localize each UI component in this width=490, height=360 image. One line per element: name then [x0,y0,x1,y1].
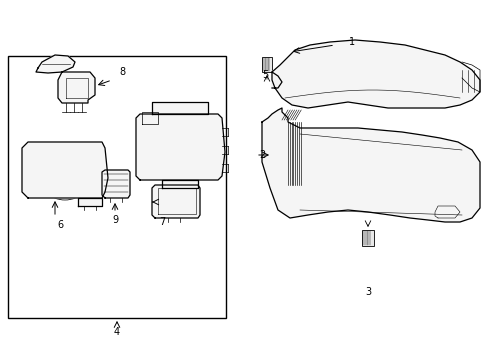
Text: 1: 1 [349,37,355,47]
Polygon shape [102,170,130,198]
Bar [80,85,88,95]
Text: 5: 5 [262,70,268,80]
Polygon shape [152,102,208,114]
Polygon shape [272,40,480,108]
Bar [68,85,76,95]
Bar [262,57,272,72]
Polygon shape [36,55,75,73]
Text: 9: 9 [112,215,118,225]
Text: 8: 8 [119,67,125,77]
Text: 2: 2 [259,150,265,160]
Bar [8,56,226,318]
Text: 6: 6 [57,220,63,230]
Bar [362,230,374,246]
Polygon shape [162,180,198,188]
Polygon shape [262,108,480,222]
Text: 4: 4 [114,327,120,337]
Text: 3: 3 [365,287,371,297]
Polygon shape [22,142,108,198]
Polygon shape [136,114,225,180]
Polygon shape [58,72,95,103]
Circle shape [160,127,200,167]
Text: 7: 7 [159,217,165,227]
Bar [162,194,192,210]
Polygon shape [78,198,102,206]
Polygon shape [152,185,200,218]
